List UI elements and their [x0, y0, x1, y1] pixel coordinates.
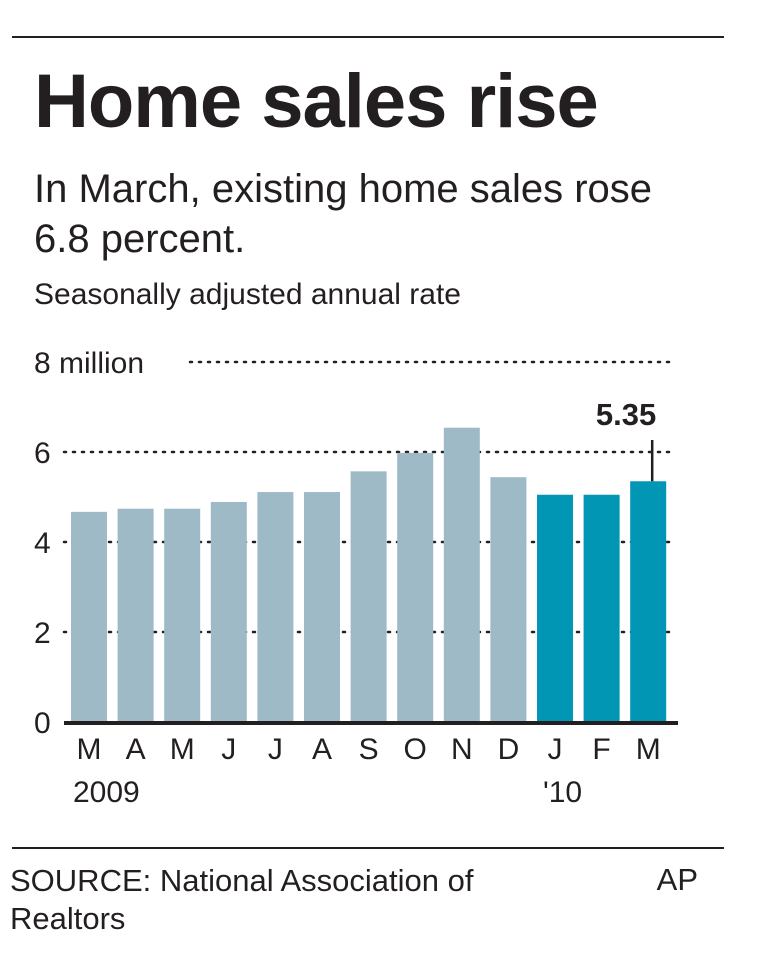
bar	[257, 492, 294, 722]
chart-subtitle: In March, existing home sales rose 6.8 p…	[34, 167, 653, 261]
x-tick-label: D	[498, 733, 520, 766]
credit-ap: AP	[656, 862, 698, 897]
y-tick-label: 8 million	[34, 347, 144, 380]
bar	[583, 494, 620, 722]
x-tick-label: J	[548, 733, 563, 766]
y-tick-label: 0	[34, 707, 51, 740]
bar	[71, 511, 107, 722]
bottom-rule	[12, 847, 724, 849]
y-tick-label: 2	[34, 617, 51, 650]
year-label: '10	[543, 776, 582, 809]
x-tick-label: A	[126, 733, 146, 766]
bars	[71, 427, 667, 722]
x-tick-label: A	[312, 733, 332, 766]
x-tick-label: F	[592, 733, 610, 766]
bar	[443, 427, 480, 722]
x-tick-label: J	[221, 733, 236, 766]
bar	[117, 508, 154, 722]
x-tick-label: M	[170, 733, 195, 766]
bar	[630, 481, 667, 722]
x-tick-label: N	[451, 733, 473, 766]
annotation-value: 5.35	[596, 397, 656, 432]
bar	[490, 477, 527, 722]
source-note: SOURCE: National Association of Realtors	[10, 863, 474, 936]
x-tick-label: M	[636, 733, 661, 766]
y-tick-label: 6	[34, 437, 51, 470]
bar	[210, 501, 247, 722]
top-rule	[12, 36, 724, 38]
chart-title: Home sales rise	[34, 59, 599, 144]
x-tick-label: O	[404, 733, 427, 766]
chart-note: Seasonally adjusted annual rate	[34, 278, 461, 311]
x-tick-label: S	[359, 733, 379, 766]
bar	[350, 471, 387, 722]
bar	[397, 452, 434, 722]
x-tick-label: M	[77, 733, 102, 766]
year-label: 2009	[73, 776, 140, 809]
bar	[304, 492, 340, 722]
bar	[537, 494, 573, 722]
bar	[164, 508, 201, 722]
y-tick-label: 4	[34, 527, 51, 560]
x-tick-label: J	[268, 733, 283, 766]
